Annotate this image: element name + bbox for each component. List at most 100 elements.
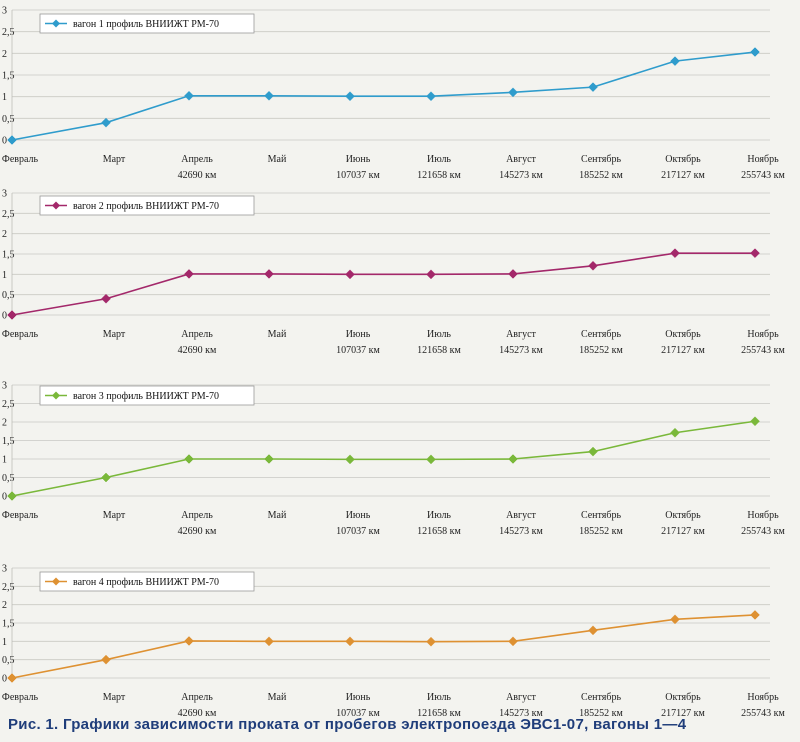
data-point — [588, 625, 598, 636]
data-point — [670, 614, 680, 625]
x-tick-label: Октябрь — [665, 510, 701, 521]
x-tick-label: Сентябрь — [581, 154, 622, 165]
mileage-label: 107037 км — [336, 526, 380, 537]
mileage-label: 121658 км — [417, 170, 461, 181]
mileage-label: 42690 км — [178, 708, 217, 719]
legend-box — [39, 195, 255, 216]
mileage-label: 217127 км — [661, 170, 705, 181]
legend-marker-swatch — [52, 391, 60, 400]
x-tick-label: Июнь — [346, 692, 371, 703]
data-point — [670, 248, 680, 259]
x-tick-label: Июнь — [346, 154, 371, 165]
data-point — [426, 269, 436, 280]
mileage-label: 185252 км — [579, 708, 623, 719]
x-tick-label: Май — [268, 510, 287, 521]
chart-panel-2: 0 0,5 1 1,5 2 2,5 3 Февраль Март Апрель 42690 км Ма… — [2, 189, 786, 357]
x-tick-label: Август — [506, 692, 536, 703]
data-point — [345, 269, 355, 280]
data-point — [184, 636, 194, 646]
data-point — [588, 82, 598, 92]
y-tick-label: 0,5 — [2, 655, 15, 666]
data-point — [750, 47, 760, 57]
data-point — [101, 293, 111, 304]
data-point — [670, 427, 680, 438]
y-tick-label: 2,5 — [2, 582, 15, 593]
y-tick-label: 2,5 — [2, 399, 15, 410]
x-tick-label: Февраль — [2, 329, 39, 340]
y-tick-label: 1 — [2, 455, 7, 466]
mileage-label: 217127 км — [661, 708, 705, 719]
y-tick-label: 2 — [2, 49, 7, 60]
x-tick-label: Ноябрь — [747, 154, 779, 165]
mileage-label: 107037 км — [336, 170, 380, 181]
data-point — [101, 472, 111, 483]
y-tick-label: 0 — [2, 674, 7, 685]
data-point — [264, 636, 274, 647]
y-tick-label: 1,5 — [2, 436, 15, 447]
legend-box — [39, 571, 255, 592]
y-tick-label: 2,5 — [2, 27, 15, 38]
mileage-label: 255743 км — [741, 170, 785, 181]
data-point — [750, 416, 760, 427]
figure-caption: Рис. 1. Графики зависимости проката от п… — [8, 716, 687, 733]
data-point — [426, 636, 436, 647]
x-tick-label: Июль — [427, 510, 451, 521]
mileage-label: 255743 км — [741, 708, 785, 719]
data-point — [345, 454, 355, 465]
legend-label: вагон 3 профиль ВНИИЖТ РМ-70 — [73, 391, 219, 402]
series-line — [11, 420, 756, 497]
x-tick-label: Август — [506, 329, 536, 340]
mileage-label: 107037 км — [336, 708, 380, 719]
y-tick-label: 0,5 — [2, 290, 15, 301]
legend-label: вагон 2 профиль ВНИИЖТ РМ-70 — [73, 201, 219, 212]
y-tick-label: 2 — [2, 600, 7, 611]
y-tick-label: 1,5 — [2, 250, 15, 261]
chart-panel-1: 0 0,5 1 1,5 2 2,5 3 Февраль Март Апрель 42690 км Ма… — [2, 6, 786, 182]
x-tick-label: Октябрь — [665, 329, 701, 340]
mileage-label: 121658 км — [417, 708, 461, 719]
y-tick-label: 0 — [2, 492, 7, 503]
y-tick-label: 1 — [2, 92, 7, 103]
x-tick-label: Апрель — [181, 510, 213, 521]
x-tick-label: Февраль — [2, 692, 39, 703]
data-point — [7, 310, 17, 320]
data-point — [426, 454, 436, 465]
legend-marker-swatch — [52, 19, 60, 28]
legend: вагон 4 профиль ВНИИЖТ РМ-70 — [39, 571, 255, 592]
mileage-label: 145273 км — [499, 170, 543, 181]
mileage-label: 145273 км — [499, 708, 543, 719]
mileage-label: 42690 км — [178, 526, 217, 537]
x-tick-label: Ноябрь — [747, 692, 779, 703]
data-point — [508, 269, 518, 279]
data-point — [101, 117, 111, 128]
y-tick-label: 1 — [2, 637, 7, 648]
data-point — [101, 654, 111, 665]
x-tick-label: Сентябрь — [581, 510, 622, 521]
mileage-label: 121658 км — [417, 345, 461, 356]
mileage-label: 217127 км — [661, 526, 705, 537]
y-tick-label: 3 — [2, 564, 7, 575]
data-point — [508, 454, 518, 464]
y-tick-label: 1,5 — [2, 71, 15, 82]
data-point — [184, 454, 194, 464]
mileage-label: 185252 км — [579, 345, 623, 356]
mileage-label: 42690 км — [178, 170, 217, 181]
legend: вагон 2 профиль ВНИИЖТ РМ-70 — [39, 195, 255, 216]
y-tick-label: 2 — [2, 418, 7, 429]
data-point — [264, 90, 274, 101]
data-point — [670, 56, 680, 66]
x-tick-label: Ноябрь — [747, 510, 779, 521]
y-tick-label: 1 — [2, 270, 7, 281]
x-tick-label: Август — [506, 154, 536, 165]
chart-panel-4: 0 0,5 1 1,5 2 2,5 3 Февраль Март Апрель 42690 км Ма… — [2, 564, 786, 720]
data-point — [264, 269, 274, 279]
series-line — [11, 51, 756, 141]
y-tick-label: 3 — [2, 6, 7, 17]
x-tick-label: Апрель — [181, 154, 213, 165]
data-point — [508, 87, 518, 98]
data-point — [7, 673, 17, 683]
data-point — [184, 90, 194, 101]
x-tick-label: Март — [103, 154, 126, 165]
